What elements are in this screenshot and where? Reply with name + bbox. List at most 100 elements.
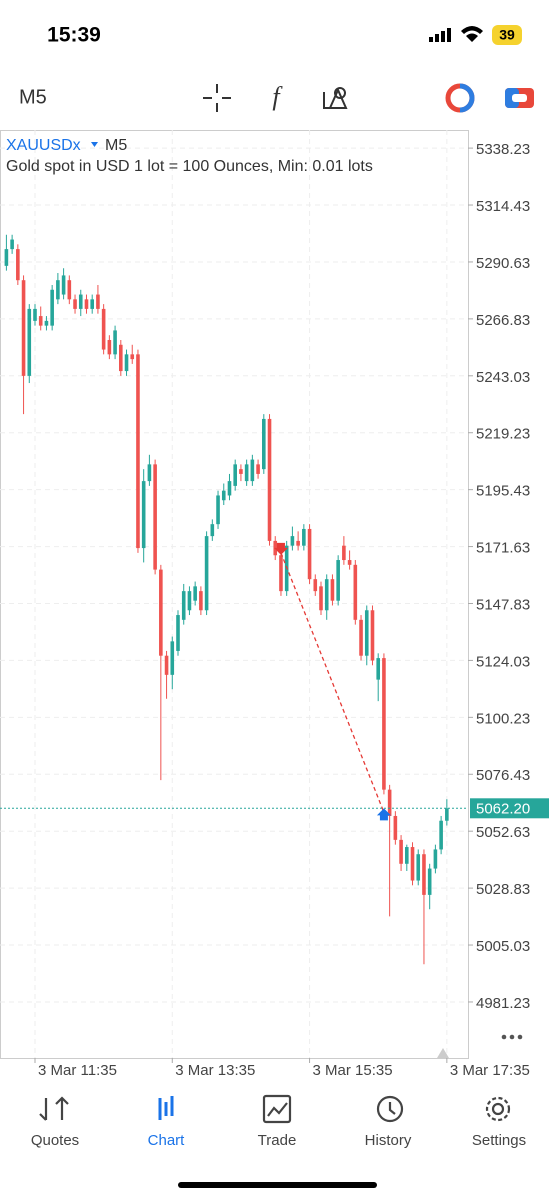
y-tick-label: 5076.43 xyxy=(476,767,530,784)
candle-body xyxy=(216,495,220,525)
y-tick-label: 5147.83 xyxy=(476,596,530,613)
trade-link xyxy=(280,552,385,813)
candle-body xyxy=(67,280,72,300)
x-tick-label: 3 Mar 15:35 xyxy=(313,1062,393,1079)
candle-body xyxy=(130,354,135,360)
candle-body xyxy=(267,418,272,541)
candle-body xyxy=(113,330,117,355)
candle-body xyxy=(4,249,9,266)
current-price-box xyxy=(470,798,549,819)
candle-body xyxy=(56,280,60,300)
candle-body xyxy=(393,815,398,840)
candle-body xyxy=(370,610,375,661)
candle-body xyxy=(107,339,112,355)
candle-body xyxy=(387,789,392,816)
candle-body xyxy=(50,289,54,326)
nav-tab[interactable]: Chart xyxy=(148,1132,186,1149)
signal xyxy=(429,28,451,42)
candle-body xyxy=(16,249,20,281)
one-click-trading[interactable] xyxy=(445,83,475,113)
candle-body xyxy=(199,591,203,611)
home-indicator xyxy=(178,1182,377,1188)
candle-body xyxy=(302,528,306,546)
candle-body xyxy=(342,545,346,561)
nav-tab[interactable]: History xyxy=(365,1132,412,1149)
candle-body xyxy=(382,658,386,790)
candle-body xyxy=(44,320,49,326)
indicators-tool[interactable]: f xyxy=(272,82,283,111)
y-tick-label: 5219.23 xyxy=(476,426,530,443)
y-tick-label: 5243.03 xyxy=(476,369,530,386)
candle-body xyxy=(147,464,152,482)
nav-tab[interactable]: Quotes xyxy=(31,1132,79,1149)
y-tick-label: 5100.23 xyxy=(476,710,530,727)
objects-tool[interactable] xyxy=(323,87,348,109)
candle-body xyxy=(399,839,403,864)
candle-body xyxy=(159,569,163,656)
candle-body xyxy=(319,586,323,611)
candle-body xyxy=(10,239,14,250)
candle-body xyxy=(204,536,209,611)
candle-body xyxy=(164,655,169,675)
plot-area xyxy=(0,130,469,1059)
candle-body xyxy=(336,560,340,601)
timeframe-button[interactable]: M5 xyxy=(19,86,47,108)
candle-body xyxy=(364,610,369,656)
sell-marker xyxy=(273,542,288,555)
crosshair-tool[interactable] xyxy=(203,84,231,112)
more-menu[interactable] xyxy=(501,1034,523,1040)
wifi xyxy=(461,26,483,42)
current-price-label: 5062.20 xyxy=(476,800,530,817)
candle-body xyxy=(119,344,123,372)
candle-body xyxy=(141,481,146,549)
candle-body xyxy=(221,490,226,501)
candle-body xyxy=(27,308,32,376)
candle-body xyxy=(136,354,140,549)
candle-body xyxy=(256,464,260,474)
candle-body xyxy=(376,658,380,680)
candle-body xyxy=(439,820,443,850)
candle-body xyxy=(239,469,243,474)
y-tick-label: 4981.23 xyxy=(476,995,530,1012)
symbol[interactable]: XAUUSDx xyxy=(6,137,81,154)
candle-body xyxy=(347,560,352,565)
candle-body xyxy=(324,579,329,611)
candle-body xyxy=(244,464,249,482)
nav-icons xyxy=(39,1094,511,1124)
y-tick-label: 5052.63 xyxy=(476,824,530,841)
nav-tab[interactable]: Settings xyxy=(472,1132,526,1149)
candle-body xyxy=(73,299,77,309)
candle-body xyxy=(210,524,215,537)
candle-body xyxy=(124,354,129,372)
candle-body xyxy=(170,641,175,675)
y-tick-label: 5005.03 xyxy=(476,938,530,955)
y-tick-label: 5290.63 xyxy=(476,255,530,272)
candle-body xyxy=(84,299,89,309)
status-time: 15:39 xyxy=(47,24,101,47)
candle-body xyxy=(262,418,266,470)
candle-body xyxy=(433,849,438,869)
candle-body xyxy=(176,615,180,651)
y-tick-label: 5266.83 xyxy=(476,312,530,329)
x-tick-label: 3 Mar 11:35 xyxy=(38,1062,117,1079)
x-tick-label: 3 Mar 13:35 xyxy=(175,1062,255,1079)
symbol-dropdown[interactable] xyxy=(91,142,98,147)
nav-tab[interactable]: Trade xyxy=(258,1132,297,1149)
candle-body xyxy=(187,591,192,611)
chart-timeframe: M5 xyxy=(105,137,127,154)
candle-body xyxy=(96,294,100,309)
candle-body xyxy=(445,808,449,821)
candle-body xyxy=(21,280,26,376)
battery xyxy=(492,25,522,45)
y-tick-label: 5195.43 xyxy=(476,483,530,500)
battery-level: 39 xyxy=(499,27,515,43)
candle-body xyxy=(101,308,106,350)
candle-body xyxy=(61,275,66,295)
candle-body xyxy=(193,586,197,601)
y-tick-label: 5124.03 xyxy=(476,653,530,670)
candle-body xyxy=(153,464,157,570)
y-tick-label: 5028.83 xyxy=(476,881,530,898)
candle-body xyxy=(422,854,426,895)
trade-button[interactable] xyxy=(505,88,534,108)
